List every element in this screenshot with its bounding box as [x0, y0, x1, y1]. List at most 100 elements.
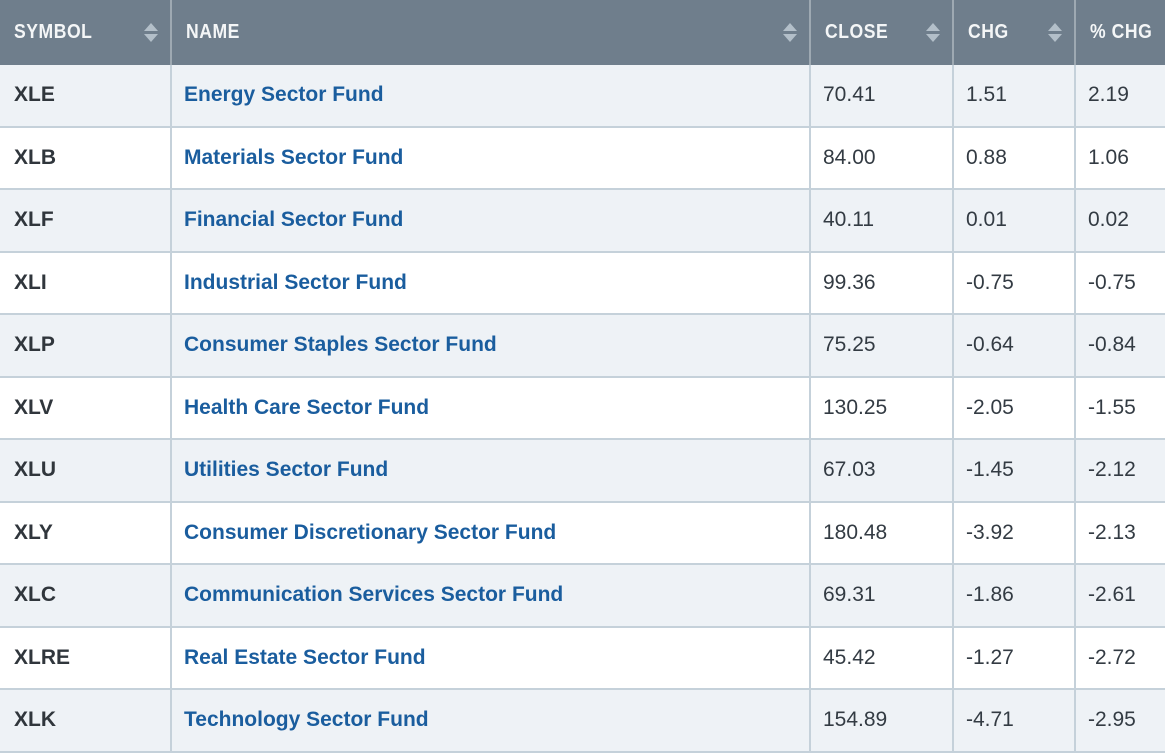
pct-chg-cell: 2.19: [1074, 65, 1165, 128]
pct-chg-cell: -2.95: [1074, 689, 1165, 753]
name-cell: Real Estate Sector Fund: [170, 626, 810, 690]
table-row: XLC Communication Services Sector Fund 6…: [0, 564, 1165, 628]
chg-cell: 0.88: [952, 126, 1075, 190]
name-cell: Materials Sector Fund: [170, 126, 810, 190]
close-cell: 40.11: [809, 189, 953, 253]
name-cell: Utilities Sector Fund: [170, 439, 810, 503]
symbol-cell: XLU: [0, 439, 171, 503]
table-row: XLK Technology Sector Fund 154.89 -4.71 …: [0, 689, 1165, 753]
sort-arrows-icon[interactable]: [1048, 23, 1062, 42]
name-cell: Consumer Staples Sector Fund: [170, 314, 810, 378]
chg-cell: -1.27: [952, 626, 1075, 690]
column-header-label: % CHG: [1090, 21, 1153, 43]
sort-down-icon: [926, 34, 940, 42]
pct-chg-cell: -2.13: [1074, 501, 1165, 565]
symbol-cell: XLF: [0, 189, 171, 253]
symbol-cell: XLV: [0, 376, 171, 440]
sort-up-icon: [1048, 23, 1062, 31]
chg-cell: -0.75: [952, 251, 1075, 315]
pct-chg-cell: -2.12: [1074, 439, 1165, 503]
fund-name-link[interactable]: Utilities Sector Fund: [184, 458, 389, 482]
sort-up-icon: [783, 23, 797, 31]
pct-chg-cell: 1.06: [1074, 126, 1165, 190]
name-cell: Communication Services Sector Fund: [170, 564, 810, 628]
column-header-label: NAME: [186, 21, 240, 43]
fund-name-link[interactable]: Industrial Sector Fund: [184, 270, 407, 294]
table-row: XLP Consumer Staples Sector Fund 75.25 -…: [0, 314, 1165, 378]
column-header-close[interactable]: CLOSE: [809, 0, 953, 65]
table-row: XLY Consumer Discretionary Sector Fund 1…: [0, 501, 1165, 565]
sort-arrows-icon[interactable]: [144, 23, 158, 42]
name-cell: Financial Sector Fund: [170, 189, 810, 253]
sort-down-icon: [783, 34, 797, 42]
close-cell: 180.48: [809, 501, 953, 565]
chg-cell: 0.01: [952, 189, 1075, 253]
chg-cell: -1.45: [952, 439, 1075, 503]
close-cell: 45.42: [809, 626, 953, 690]
name-cell: Technology Sector Fund: [170, 689, 810, 753]
fund-name-link[interactable]: Financial Sector Fund: [184, 208, 404, 232]
column-header-name[interactable]: NAME: [170, 0, 810, 65]
column-header-label: CHG: [968, 21, 1009, 43]
fund-name-link[interactable]: Consumer Discretionary Sector Fund: [184, 520, 557, 544]
table-row: XLE Energy Sector Fund 70.41 1.51 2.19: [0, 65, 1165, 128]
column-header-symbol[interactable]: SYMBOL: [0, 0, 171, 65]
chg-cell: -1.86: [952, 564, 1075, 628]
symbol-cell: XLK: [0, 689, 171, 753]
table-row: XLI Industrial Sector Fund 99.36 -0.75 -…: [0, 251, 1165, 315]
column-header-pct-chg[interactable]: % CHG: [1074, 0, 1165, 65]
pct-chg-cell: -1.55: [1074, 376, 1165, 440]
fund-name-link[interactable]: Communication Services Sector Fund: [184, 583, 564, 607]
sort-up-icon: [926, 23, 940, 31]
close-cell: 130.25: [809, 376, 953, 440]
symbol-cell: XLC: [0, 564, 171, 628]
fund-name-link[interactable]: Health Care Sector Fund: [184, 395, 430, 419]
pct-chg-cell: -0.84: [1074, 314, 1165, 378]
symbol-cell: XLB: [0, 126, 171, 190]
table-row: XLU Utilities Sector Fund 67.03 -1.45 -2…: [0, 439, 1165, 503]
chg-cell: -4.71: [952, 689, 1075, 753]
close-cell: 99.36: [809, 251, 953, 315]
symbol-cell: XLRE: [0, 626, 171, 690]
pct-chg-cell: 0.02: [1074, 189, 1165, 253]
fund-name-link[interactable]: Energy Sector Fund: [184, 83, 384, 107]
close-cell: 69.31: [809, 564, 953, 628]
symbol-cell: XLE: [0, 65, 171, 128]
name-cell: Industrial Sector Fund: [170, 251, 810, 315]
close-cell: 70.41: [809, 65, 953, 128]
close-cell: 84.00: [809, 126, 953, 190]
column-header-label: SYMBOL: [14, 21, 93, 43]
chg-cell: -3.92: [952, 501, 1075, 565]
fund-name-link[interactable]: Materials Sector Fund: [184, 145, 404, 169]
symbol-cell: XLY: [0, 501, 171, 565]
symbol-cell: XLP: [0, 314, 171, 378]
table-row: XLB Materials Sector Fund 84.00 0.88 1.0…: [0, 126, 1165, 190]
name-cell: Consumer Discretionary Sector Fund: [170, 501, 810, 565]
chg-cell: -2.05: [952, 376, 1075, 440]
symbol-cell: XLI: [0, 251, 171, 315]
sort-down-icon: [1048, 34, 1062, 42]
table-row: XLV Health Care Sector Fund 130.25 -2.05…: [0, 376, 1165, 440]
column-header-chg[interactable]: CHG: [952, 0, 1075, 65]
name-cell: Energy Sector Fund: [170, 65, 810, 128]
sort-arrows-icon[interactable]: [926, 23, 940, 42]
table-row: XLF Financial Sector Fund 40.11 0.01 0.0…: [0, 189, 1165, 253]
sort-arrows-icon[interactable]: [783, 23, 797, 42]
table-header-row: SYMBOL NAME CLOSE CHG: [0, 0, 1165, 65]
chg-cell: -0.64: [952, 314, 1075, 378]
sort-up-icon: [144, 23, 158, 31]
column-header-label: CLOSE: [825, 21, 889, 43]
chg-cell: 1.51: [952, 65, 1075, 128]
fund-name-link[interactable]: Real Estate Sector Fund: [184, 645, 426, 669]
name-cell: Health Care Sector Fund: [170, 376, 810, 440]
fund-name-link[interactable]: Technology Sector Fund: [184, 708, 429, 732]
sort-down-icon: [144, 34, 158, 42]
close-cell: 75.25: [809, 314, 953, 378]
fund-name-link[interactable]: Consumer Staples Sector Fund: [184, 333, 497, 357]
pct-chg-cell: -2.72: [1074, 626, 1165, 690]
table-row: XLRE Real Estate Sector Fund 45.42 -1.27…: [0, 626, 1165, 690]
pct-chg-cell: -0.75: [1074, 251, 1165, 315]
close-cell: 154.89: [809, 689, 953, 753]
close-cell: 67.03: [809, 439, 953, 503]
